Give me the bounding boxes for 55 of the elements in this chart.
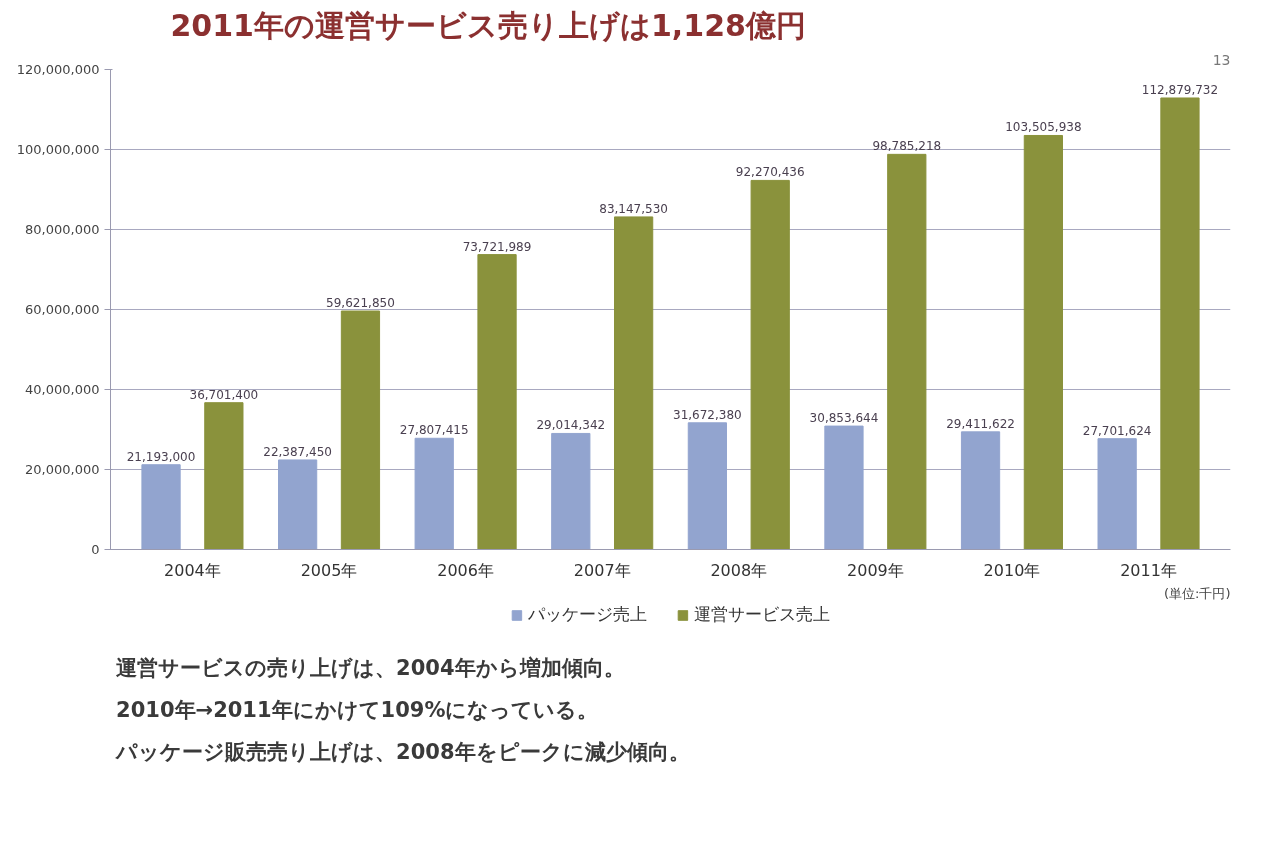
bar xyxy=(477,254,517,550)
y-tick-label: 20,000,000 xyxy=(25,462,100,477)
bar xyxy=(1097,438,1137,550)
x-tick-label: 2004年 xyxy=(164,560,221,580)
bar xyxy=(960,431,1001,550)
bar xyxy=(1023,134,1063,550)
x-tick-label: 2008年 xyxy=(710,560,768,580)
text: パッケージ販売売り上げは、2008年をピークに減少傾向。 xyxy=(115,740,690,764)
x-tick-label: 2009年 xyxy=(847,560,904,580)
data-label: 103,505,938 xyxy=(1005,120,1082,135)
x-tick-label: 2010年 xyxy=(983,560,1041,580)
data-label: 73,721,989 xyxy=(462,239,532,254)
chart-title: 2011年の運営サービス売り上げは1,128億円 xyxy=(170,7,806,43)
data-label: 112,879,732 xyxy=(1141,82,1219,97)
y-tick-label: 120,000,000 xyxy=(16,62,100,77)
bar xyxy=(887,153,927,550)
data-label: 27,701,624 xyxy=(1082,423,1152,438)
data-label: 29,411,622 xyxy=(946,416,1015,431)
data-label: 27,807,415 xyxy=(399,423,469,438)
bar xyxy=(614,216,654,550)
bar xyxy=(551,432,591,550)
data-label: 59,621,850 xyxy=(326,296,395,311)
bar xyxy=(204,402,244,550)
bar xyxy=(340,310,381,550)
text: 2010年→2011年にかけて109%になっている。 xyxy=(116,698,599,722)
data-label: 29,014,342 xyxy=(536,418,606,433)
text: 運営サービスの売り上げは、2004年から増加傾向。 xyxy=(116,656,625,680)
data-label: 30,853,644 xyxy=(809,411,879,426)
x-tick-label: 2005年 xyxy=(300,560,358,580)
text: (単位:千円) xyxy=(1163,585,1231,601)
y-tick-label: 100,000,000 xyxy=(16,142,100,157)
bar xyxy=(687,422,727,550)
bar xyxy=(278,459,318,550)
data-label: 83,147,530 xyxy=(599,201,668,216)
data-label: 22,387,450 xyxy=(263,444,332,459)
bar xyxy=(141,464,181,550)
text: 13 xyxy=(1212,51,1231,68)
data-label: 31,672,380 xyxy=(673,407,742,422)
bar xyxy=(750,179,790,550)
legend-label: 運営サービス売上 xyxy=(693,603,830,626)
x-tick-label: 2006年 xyxy=(437,560,494,580)
y-tick-label: 40,000,000 xyxy=(25,382,100,397)
legend-label: パッケージ売上 xyxy=(527,603,647,626)
data-label: 36,701,400 xyxy=(189,387,259,402)
data-label: 98,785,218 xyxy=(872,139,942,154)
y-tick-label: 60,000,000 xyxy=(25,302,100,317)
bar xyxy=(414,437,454,550)
bar xyxy=(824,425,864,550)
x-tick-label: 2011年 xyxy=(1120,560,1177,580)
bar xyxy=(1160,97,1200,550)
data-label: 92,270,436 xyxy=(735,165,805,180)
y-tick-label: 0 xyxy=(91,542,100,557)
y-tick-label: 80,000,000 xyxy=(25,222,100,237)
x-tick-label: 2007年 xyxy=(573,560,631,580)
data-label: 21,193,000 xyxy=(126,449,196,464)
